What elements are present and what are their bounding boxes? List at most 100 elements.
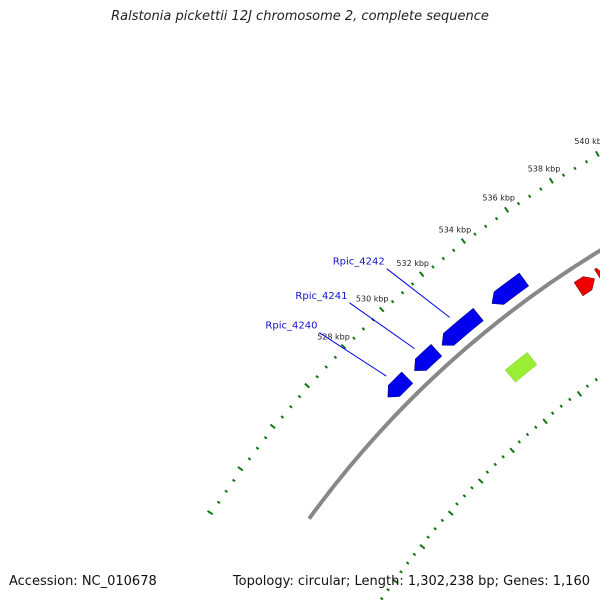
inner-minor-tick xyxy=(585,384,590,388)
outer-minor-tick xyxy=(390,299,395,304)
outer-minor-tick xyxy=(333,355,338,360)
outer-minor-tick xyxy=(441,256,446,261)
outer-minor-tick xyxy=(573,166,577,171)
inner-minor-tick xyxy=(501,455,505,459)
outer-minor-tick xyxy=(494,216,499,221)
inner-minor-tick xyxy=(412,552,417,557)
outer-minor-tick xyxy=(216,500,221,505)
outer-major-tick xyxy=(548,177,554,184)
inner-minor-tick xyxy=(493,462,497,467)
outer-minor-tick xyxy=(584,159,589,164)
inner-minor-tick xyxy=(568,397,572,402)
outer-minor-tick xyxy=(361,327,366,331)
outer-minor-tick xyxy=(431,265,435,269)
inner-major-tick xyxy=(447,510,454,516)
outer-major-tick xyxy=(504,206,510,213)
inner-minor-tick xyxy=(433,527,437,531)
outer-minor-tick xyxy=(232,478,236,483)
inner-minor-tick xyxy=(470,486,474,490)
outer-minor-tick xyxy=(539,187,543,191)
inner-minor-tick xyxy=(550,411,555,415)
outer-major-tick xyxy=(237,466,244,472)
inner-minor-tick xyxy=(379,596,384,600)
inner-major-tick xyxy=(576,390,583,397)
scale-tick-label: 538 kbp xyxy=(528,164,561,173)
forward-gene-arrow xyxy=(387,371,414,398)
inner-major-tick xyxy=(509,447,515,454)
footer-summary: Topology: circular; Length: 1,302,238 bp… xyxy=(232,574,590,589)
footer-accession: Accession: NC_010678 xyxy=(9,574,157,589)
inner-minor-tick xyxy=(525,432,530,437)
outer-major-tick xyxy=(304,382,311,389)
outer-major-tick xyxy=(460,237,466,244)
scale-tick-label: 540 kbp xyxy=(574,137,600,146)
inner-major-tick xyxy=(542,418,548,425)
outer-minor-tick xyxy=(452,248,456,253)
outer-minor-tick xyxy=(289,405,293,409)
outer-major-tick xyxy=(269,423,276,430)
outer-minor-tick xyxy=(352,336,356,341)
outer-minor-tick xyxy=(473,232,477,236)
outer-minor-tick xyxy=(561,173,566,177)
inner-minor-tick xyxy=(559,404,563,409)
forward-gene-leader-line xyxy=(386,268,450,318)
genes-layer xyxy=(387,267,600,398)
inner-minor-tick xyxy=(517,440,522,444)
outer-major-tick xyxy=(419,271,425,278)
inner-minor-tick xyxy=(405,561,410,565)
forward-gene-label: Rpic_4241 xyxy=(295,291,347,302)
map-title: Ralstonia pickettii 12J chromosome 2, co… xyxy=(111,9,489,24)
outer-major-tick xyxy=(340,343,347,350)
outer-minor-tick xyxy=(297,394,302,399)
outer-minor-tick xyxy=(410,282,415,286)
forward-gene-arrow xyxy=(491,272,530,305)
inner-minor-tick xyxy=(485,470,490,474)
backbone-ring xyxy=(307,248,600,520)
outer-minor-tick xyxy=(280,415,285,419)
inner-minor-tick xyxy=(440,518,445,523)
forward-gene-label: Rpic_4242 xyxy=(333,257,385,268)
inner-minor-tick xyxy=(462,494,467,498)
forward-gene-arrow xyxy=(441,307,484,346)
forward-gene-leader-line xyxy=(349,302,415,350)
scale-tick-label: 530 kbp xyxy=(356,295,389,304)
inner-major-tick xyxy=(419,544,426,550)
backbone-layer xyxy=(307,248,600,520)
outer-minor-tick xyxy=(255,446,260,450)
outer-minor-tick xyxy=(247,457,252,461)
outer-major-tick xyxy=(378,306,385,313)
outer-minor-tick xyxy=(224,489,228,494)
scale-tick-label: 534 kbp xyxy=(439,225,472,234)
reverse-gene-arrow xyxy=(573,276,595,297)
labels-layer: Rpic_4240Rpic_4241Rpic_4242Rpic_4243Rpic… xyxy=(265,257,450,377)
outer-minor-tick xyxy=(527,194,532,199)
inner-minor-tick xyxy=(399,570,403,574)
feature-track-segment xyxy=(504,351,538,383)
inner-minor-tick xyxy=(594,377,598,382)
inner-minor-tick xyxy=(534,425,538,430)
forward-gene-leader-line xyxy=(319,332,387,377)
outer-minor-tick xyxy=(315,375,319,379)
outer-major-tick xyxy=(595,150,600,158)
scale-tick-label: 536 kbp xyxy=(482,194,515,203)
scale-ticks-layer: 528 kbp 530 kbp 532 kbp 534 kbp 536 kbp 538 k… xyxy=(207,137,600,600)
reverse-gene-arrow xyxy=(594,267,600,279)
scale-tick-label: 532 kbp xyxy=(396,259,429,268)
forward-gene-label: Rpic_4240 xyxy=(265,321,317,332)
outer-major-tick xyxy=(207,510,214,516)
outer-minor-tick xyxy=(263,436,268,440)
inner-minor-tick xyxy=(386,587,390,592)
outer-minor-tick xyxy=(516,201,521,206)
forward-gene-arrow xyxy=(414,343,443,371)
feature-tracks-layer xyxy=(504,351,538,383)
inner-minor-tick xyxy=(426,535,430,539)
inner-major-tick xyxy=(477,478,484,484)
outer-minor-tick xyxy=(484,224,488,229)
outer-minor-tick xyxy=(324,365,328,369)
scale-tick-label: 528 kbp xyxy=(317,332,350,341)
outer-minor-tick xyxy=(400,290,405,295)
inner-major-tick xyxy=(392,579,399,585)
inner-minor-tick xyxy=(455,502,459,506)
